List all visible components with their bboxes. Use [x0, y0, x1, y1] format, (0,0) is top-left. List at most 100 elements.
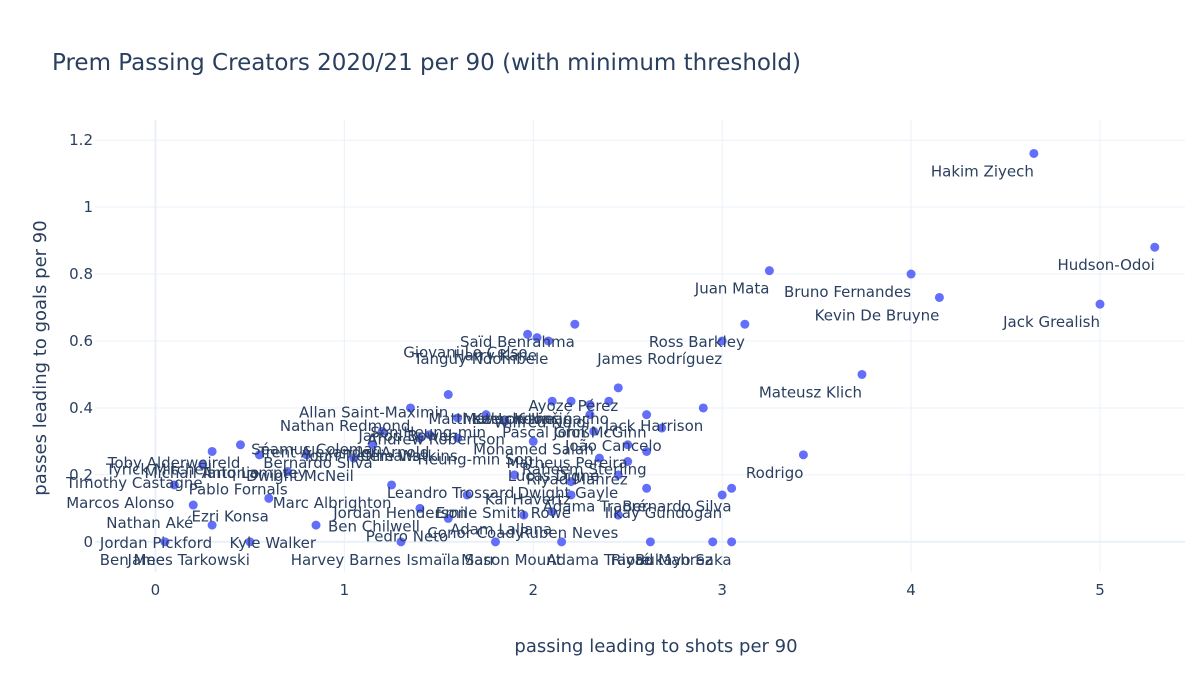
data-point[interactable] — [500, 416, 510, 426]
data-point-label: John McGinn — [552, 424, 646, 442]
data-point-label: Ilkay Gündogan — [605, 504, 722, 522]
data-point-label: Ayoze Pérez — [528, 397, 618, 415]
data-point[interactable] — [532, 333, 542, 343]
data-point-label: Pablo Fornals — [189, 481, 288, 499]
data-point[interactable] — [1029, 148, 1039, 158]
data-point-label: Bruno Fernandes — [784, 283, 911, 301]
data-point-label: Kai Havertz — [485, 491, 571, 509]
data-point[interactable] — [727, 537, 737, 547]
label-layer: Hakim Ziyech Hudson-Odoi Bruno Fernandes Ke… — [65, 162, 1155, 568]
data-point[interactable] — [642, 410, 652, 420]
data-point[interactable] — [708, 537, 718, 547]
data-point[interactable] — [589, 426, 599, 436]
data-point[interactable] — [198, 460, 208, 470]
data-point[interactable] — [264, 493, 274, 503]
data-point[interactable] — [934, 292, 944, 302]
data-point[interactable] — [245, 537, 255, 547]
data-point[interactable] — [740, 319, 750, 329]
data-point[interactable] — [547, 507, 557, 517]
point-layer — [160, 148, 1160, 547]
data-point[interactable] — [717, 336, 727, 346]
data-point[interactable] — [642, 446, 652, 456]
data-point[interactable] — [585, 400, 595, 410]
data-point[interactable] — [1095, 299, 1105, 309]
data-point[interactable] — [490, 537, 500, 547]
data-point-label: Riyad Mahrez — [611, 551, 713, 569]
data-point[interactable] — [283, 467, 293, 477]
data-point[interactable] — [528, 436, 538, 446]
data-point[interactable] — [906, 269, 916, 279]
data-point-label: Adama Traoré — [547, 551, 651, 569]
data-point[interactable] — [566, 396, 576, 406]
data-point[interactable] — [543, 336, 553, 346]
data-point[interactable] — [415, 503, 425, 513]
data-point-label: Giovani Lo Celso — [403, 343, 527, 361]
data-point-label: Trent Alexander-Arnold — [258, 444, 430, 462]
data-point-label: Mason Mount — [461, 551, 562, 569]
data-point[interactable] — [566, 490, 576, 500]
data-point[interactable] — [462, 490, 472, 500]
data-point[interactable] — [547, 396, 557, 406]
data-point-label: Wilfred Ndidi — [494, 414, 590, 432]
data-point[interactable] — [698, 403, 708, 413]
data-point[interactable] — [1150, 242, 1160, 252]
data-point[interactable] — [207, 446, 217, 456]
data-point[interactable] — [570, 319, 580, 329]
y-tick-label: 1 — [83, 198, 93, 216]
data-point[interactable] — [207, 520, 217, 530]
data-point[interactable] — [613, 383, 623, 393]
data-point[interactable] — [405, 403, 415, 413]
data-point[interactable] — [453, 413, 463, 423]
data-point[interactable] — [254, 450, 264, 460]
data-point[interactable] — [368, 440, 378, 450]
data-point[interactable] — [613, 470, 623, 480]
data-point[interactable] — [235, 440, 245, 450]
data-point[interactable] — [613, 510, 623, 520]
data-point[interactable] — [519, 510, 529, 520]
data-point-label: James Rodríguez — [596, 350, 722, 368]
data-point[interactable] — [169, 480, 179, 490]
data-point[interactable] — [604, 396, 614, 406]
data-point[interactable] — [623, 440, 633, 450]
data-point-label: Hudson-Odoi — [1057, 256, 1154, 274]
data-point[interactable] — [657, 423, 667, 433]
data-point[interactable] — [387, 480, 397, 490]
data-point[interactable] — [557, 537, 567, 547]
data-point[interactable] — [443, 390, 453, 400]
data-point[interactable] — [585, 410, 595, 420]
data-point[interactable] — [717, 490, 727, 500]
data-point[interactable] — [188, 500, 198, 510]
data-point[interactable] — [311, 520, 321, 530]
data-point[interactable] — [302, 450, 312, 460]
data-point[interactable] — [642, 483, 652, 493]
data-point[interactable] — [727, 483, 737, 493]
data-point-label: Conor Coady — [427, 524, 524, 542]
data-point[interactable] — [349, 453, 359, 463]
data-point[interactable] — [443, 513, 453, 523]
data-point-label: Leandro Trossard — [387, 484, 515, 502]
data-point[interactable] — [415, 433, 425, 443]
data-point[interactable] — [481, 410, 491, 420]
data-point[interactable] — [594, 453, 604, 463]
data-point[interactable] — [798, 450, 808, 460]
data-point[interactable] — [623, 457, 633, 467]
data-point[interactable] — [453, 433, 463, 443]
data-point[interactable] — [377, 426, 387, 436]
data-point-label: Ismaïla Sarr — [406, 551, 496, 569]
data-point[interactable] — [523, 329, 533, 339]
data-point-label: Son Heung-min — [370, 424, 486, 442]
data-point[interactable] — [566, 477, 576, 487]
data-point[interactable] — [424, 430, 434, 440]
data-point-label: Jack Harrison — [604, 417, 704, 435]
data-point[interactable] — [645, 537, 655, 547]
data-point-label: Ben Mee — [100, 551, 165, 569]
data-point[interactable] — [764, 266, 774, 276]
data-point[interactable] — [509, 470, 519, 480]
data-point-label: Marc Albrighton — [273, 494, 392, 512]
y-tick-label: 0.6 — [69, 332, 93, 350]
data-point[interactable] — [396, 537, 406, 547]
data-point[interactable] — [857, 369, 867, 379]
y-tick-label: 0 — [83, 533, 93, 551]
x-tick-label: 3 — [717, 581, 727, 599]
data-point[interactable] — [160, 537, 170, 547]
